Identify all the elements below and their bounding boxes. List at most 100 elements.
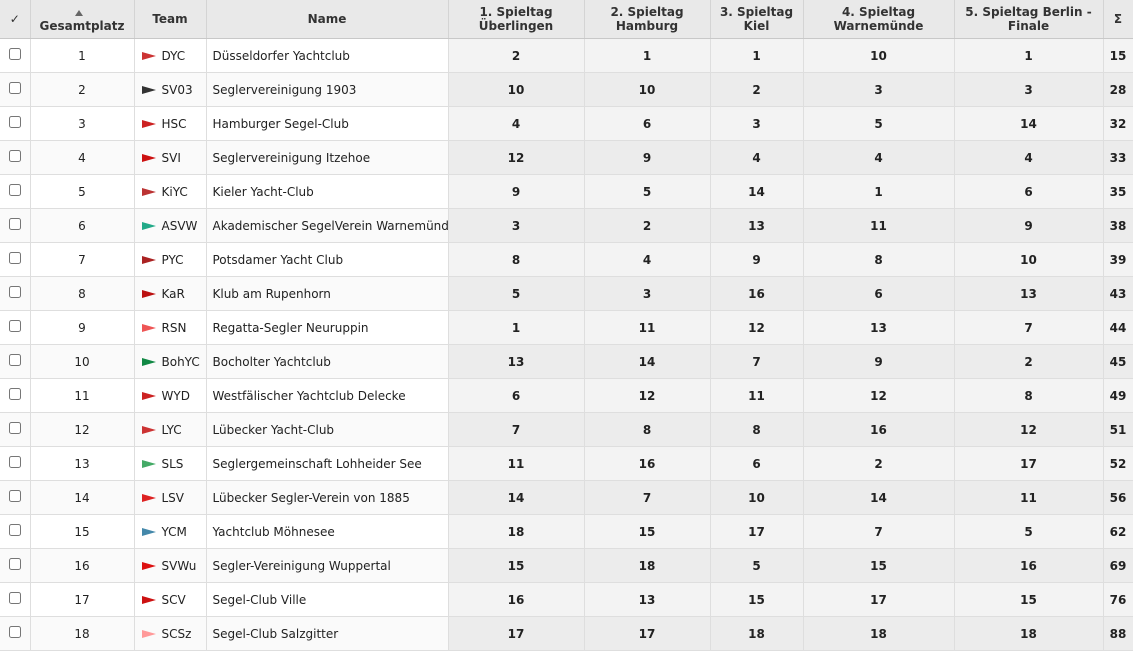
cell-text: 39 (1109, 252, 1127, 267)
row-checkbox[interactable] (8, 116, 21, 128)
cell-text: 10 (748, 490, 765, 505)
row-checkbox[interactable] (8, 592, 21, 604)
flag-shape (141, 188, 156, 196)
checkbox-cell (0, 480, 31, 515)
score-cell: 9 (448, 174, 585, 209)
cell-text: 6 (642, 116, 652, 131)
name-cell: Segel-Club Salzgitter (206, 616, 449, 651)
row-checkbox[interactable] (8, 490, 21, 502)
row-checkbox[interactable] (8, 150, 21, 162)
total-cell: 43 (1103, 276, 1133, 311)
cell-text: 13 (748, 218, 765, 233)
cell-text: WYD (161, 388, 190, 403)
flag-shape (141, 324, 156, 332)
cell-text: 7 (874, 524, 883, 539)
team-cell: YCM (134, 514, 207, 549)
flag-icon (141, 290, 156, 298)
row-checkbox[interactable] (8, 82, 21, 94)
cell-text: 4 (642, 252, 652, 267)
checkbox-cell (0, 140, 31, 175)
cell-text: 7 (1024, 320, 1033, 335)
row-checkbox[interactable] (8, 524, 21, 536)
score-cell: 1 (584, 38, 711, 73)
cell-text: 16 (74, 558, 90, 573)
cell-text: 16 (748, 286, 765, 301)
rank-cell: 16 (30, 548, 135, 583)
name-cell: Regatta-Segler Neuruppin (206, 310, 449, 345)
rank-cell: 11 (30, 378, 135, 413)
score-cell: 4 (584, 242, 711, 277)
cell-text: 7 (642, 490, 652, 505)
row-checkbox[interactable] (8, 252, 21, 264)
row-checkbox[interactable] (8, 354, 21, 366)
score-cell: 7 (954, 310, 1104, 345)
cell-text: 9 (874, 354, 883, 369)
cell-text: YCM (161, 524, 187, 539)
cell-text: 13 (870, 320, 887, 335)
rank-cell: 2 (30, 72, 135, 107)
name-cell: Klub am Rupenhorn (206, 276, 449, 311)
table-body: 1 DYC Düsseldorfer Yachtclub 2 1 1 10 1 15 2 SV03 S… (0, 38, 1133, 651)
row-checkbox[interactable] (8, 218, 21, 230)
cell-text: 6 (1024, 184, 1033, 199)
row-checkbox[interactable] (8, 286, 21, 298)
cell-text: 33 (1109, 150, 1127, 165)
row-checkbox[interactable] (8, 184, 21, 196)
cell-text: 11 (507, 456, 525, 471)
score-cell: 8 (584, 412, 711, 447)
score-cell: 2 (954, 344, 1104, 379)
rank-cell: 7 (30, 242, 135, 277)
cell-text: 12 (870, 388, 887, 403)
cell-text: Kieler Yacht-Club (212, 184, 314, 199)
score-cell: 17 (803, 582, 955, 617)
cell-text: 17 (638, 626, 656, 641)
rank-cell: 14 (30, 480, 135, 515)
table-row: 12 LYC Lübecker Yacht-Club 7 8 8 16 12 51 (0, 412, 1133, 447)
cell-text: 10 (870, 48, 887, 63)
flag-shape (141, 426, 156, 434)
table-row: 5 KiYC Kieler Yacht-Club 9 5 14 1 6 35 (0, 174, 1133, 209)
cell-text: 4 (511, 116, 521, 131)
cell-text: 7 (752, 354, 761, 369)
row-checkbox[interactable] (8, 320, 21, 332)
row-checkbox[interactable] (8, 48, 21, 60)
score-cell: 5 (710, 548, 804, 583)
cell-text: 8 (642, 422, 652, 437)
cell-text: 15 (1020, 592, 1037, 607)
row-checkbox[interactable] (8, 422, 21, 434)
team-cell: KaR (134, 276, 207, 311)
checkbox-cell (0, 412, 31, 447)
cell-text: 10 (507, 82, 525, 97)
flag-shape (141, 358, 156, 366)
cell-text: 7 (511, 422, 521, 437)
score-cell: 7 (448, 412, 585, 447)
team-cell: HSC (134, 106, 207, 141)
name-cell: Akademischer SegelVerein Warnemünde (206, 208, 449, 243)
row-checkbox[interactable] (8, 626, 21, 638)
name-cell: Lübecker Yacht-Club (206, 412, 449, 447)
cell-text: 15 (870, 558, 887, 573)
cell-text: 13 (507, 354, 525, 369)
cell-text: 1 (511, 320, 521, 335)
name-cell: Bocholter Yachtclub (206, 344, 449, 379)
cell-text: 12 (748, 320, 765, 335)
score-cell: 13 (954, 276, 1104, 311)
team-cell: DYC (134, 38, 207, 73)
table-row: 10 BohYC Bocholter Yachtclub 13 14 7 9 2 45 (0, 344, 1133, 379)
row-checkbox[interactable] (8, 558, 21, 570)
header-text: 3. Spieltag Kiel (719, 5, 794, 33)
row-checkbox[interactable] (8, 456, 21, 468)
table-row: 14 LSV Lübecker Segler-Verein von 1885 14 7 1… (0, 480, 1133, 515)
cell-text: 6 (752, 456, 761, 471)
cell-text: 8 (511, 252, 521, 267)
cell-text: 10 (638, 82, 656, 97)
score-cell: 1 (448, 310, 585, 345)
cell-text: 6 (78, 218, 86, 233)
cell-text: 16 (1020, 558, 1037, 573)
column-header: 2. Spieltag Hamburg (584, 0, 711, 39)
row-checkbox[interactable] (8, 388, 21, 400)
column-header[interactable]: Gesamtplatz (30, 0, 135, 39)
flag-shape (141, 494, 156, 502)
cell-text: 16 (870, 422, 887, 437)
flag-icon (141, 494, 156, 502)
